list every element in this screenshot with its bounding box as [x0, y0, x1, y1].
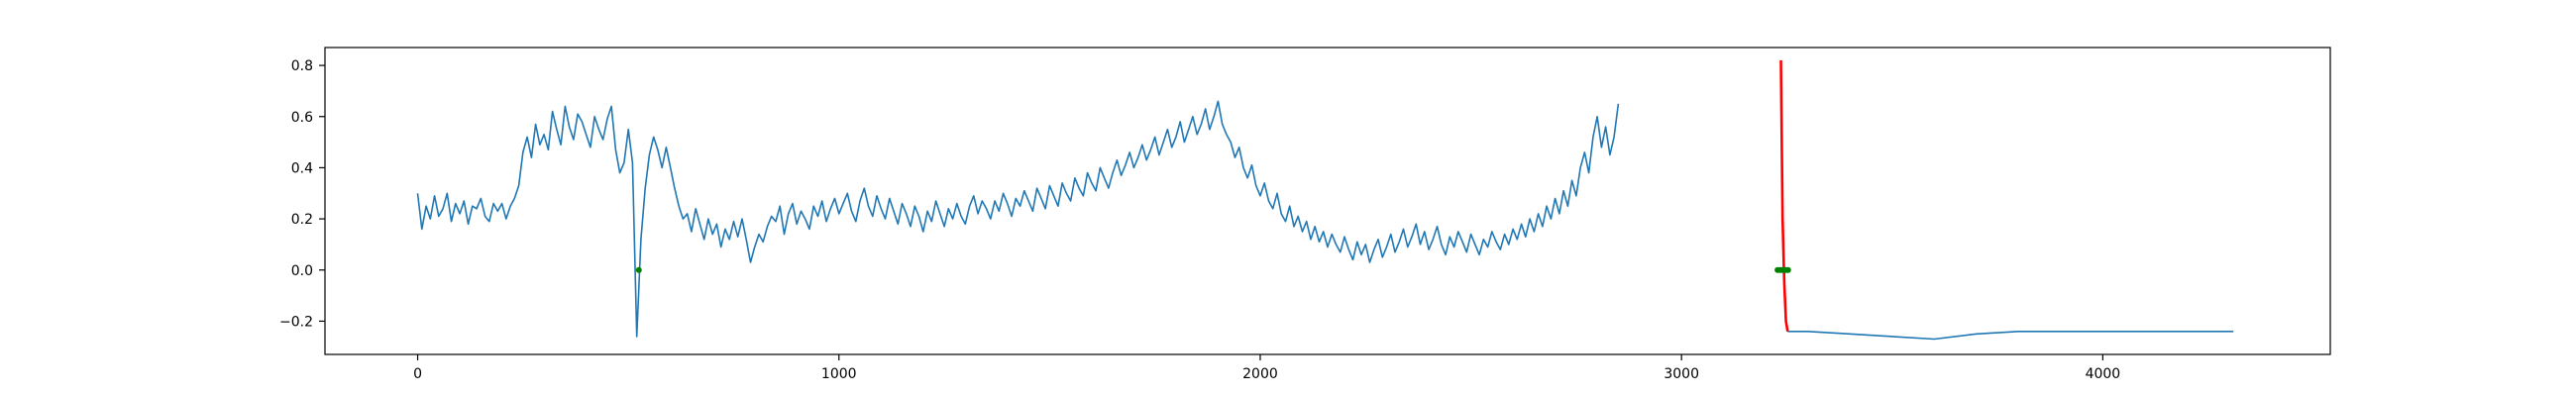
- series-layer: [416, 59, 2234, 341]
- series-3-point: [635, 266, 642, 273]
- series-3-point: [1784, 266, 1791, 273]
- y-tick-label: 0.8: [291, 58, 313, 74]
- y-axis: −0.2 0.0 0.2 0.4 0.6 0.8: [279, 58, 325, 330]
- series-2-line: [1779, 59, 1789, 333]
- y-tick-label: 0.4: [291, 160, 313, 176]
- y-tick-label: 0.2: [291, 212, 313, 228]
- series-1-line: [1787, 330, 2234, 341]
- x-axis: 0 1000 2000 3000 4000: [413, 354, 2120, 382]
- y-tick-label: 0.6: [291, 110, 313, 126]
- x-tick-label: 3000: [1664, 366, 1699, 382]
- x-tick-label: 2000: [1242, 366, 1278, 382]
- x-tick-label: 0: [413, 366, 422, 382]
- x-tick-label: 1000: [821, 366, 857, 382]
- series-0-line: [416, 100, 1620, 338]
- y-tick-label: −0.2: [279, 314, 313, 330]
- y-tick-label: 0.0: [291, 263, 313, 279]
- x-tick-label: 4000: [2086, 366, 2121, 382]
- plot-area: [324, 47, 2331, 355]
